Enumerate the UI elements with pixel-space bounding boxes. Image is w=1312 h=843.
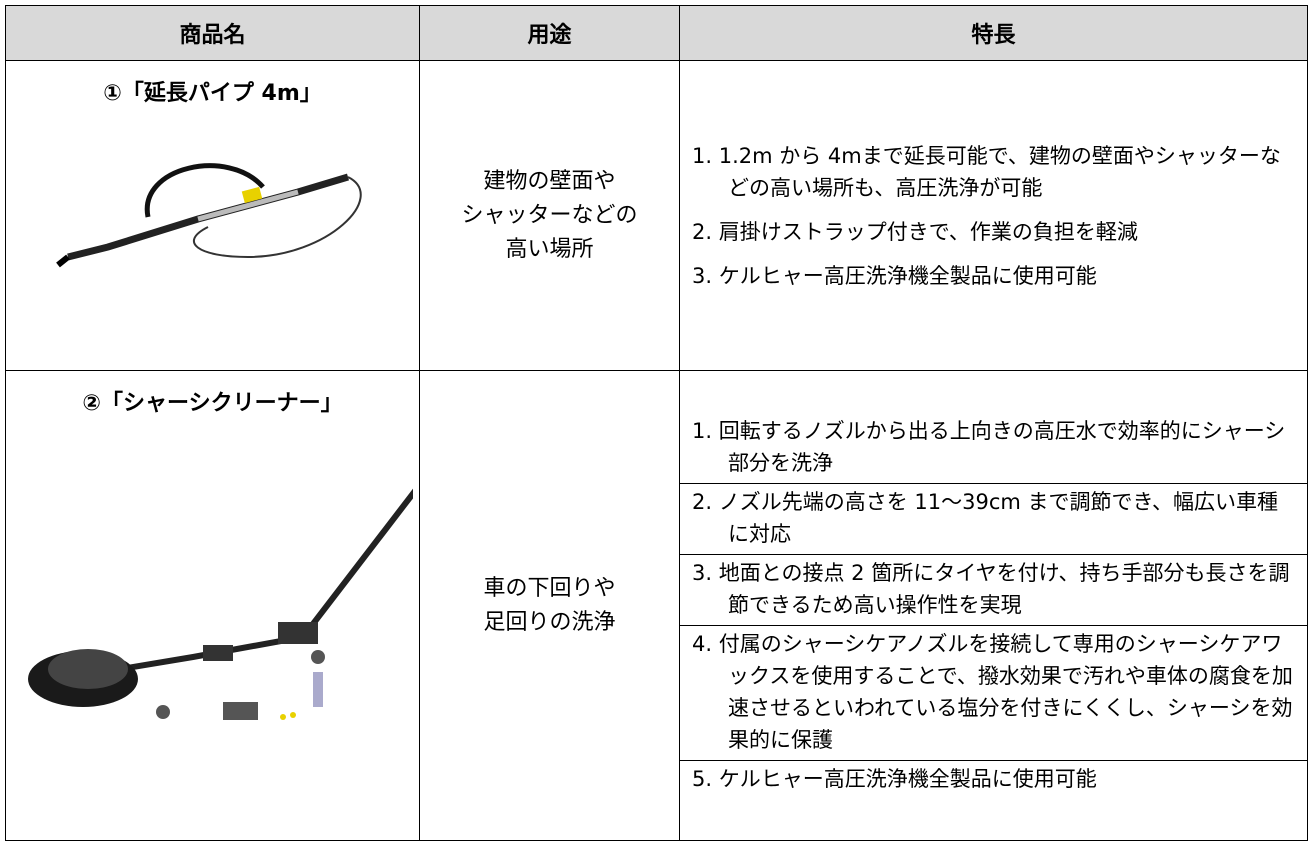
feature-item: 2. ノズル先端の高さを 11～39cm まで調節でき、幅広い車種に対応 bbox=[680, 482, 1307, 554]
use-line: シャッターなどの bbox=[461, 202, 638, 228]
feature-cell: 1. 1.2m から 4mまで延長可能で、建物の壁面やシャッターなどの高い場所も… bbox=[679, 60, 1308, 371]
use-line: 高い場所 bbox=[505, 236, 594, 262]
use-cell: 建物の壁面や シャッターなどの 高い場所 bbox=[419, 60, 680, 371]
use-line: 建物の壁面や bbox=[483, 168, 616, 194]
header-cell: 特長 bbox=[679, 5, 1308, 61]
use-cell: 車の下回りや 足回りの洗浄 bbox=[419, 370, 680, 841]
name-cell: ①「延長パイプ 4m」 bbox=[5, 60, 420, 371]
header-row: 商品名 用途 特長 bbox=[5, 5, 1308, 61]
product-image bbox=[55, 163, 362, 268]
feature-item: 2. 肩掛けストラップ付きで、作業の負担を軽減 bbox=[692, 219, 1138, 244]
feature-item: 1. 回転するノズルから出る上向きの高圧水で効率的にシャーシ部分を洗浄 bbox=[692, 418, 1286, 475]
use-line: 足回りの洗浄 bbox=[483, 609, 616, 635]
product-row: ②「シャーシクリーナー」 車の下回りや 足回りの洗浄 1. 回転するノズルから出る… bbox=[5, 370, 1308, 841]
header-cell: 商品名 bbox=[5, 5, 420, 61]
feature-item: 5. ケルヒャー高圧洗浄機全製品に使用可能 bbox=[680, 759, 1307, 799]
name-cell: ②「シャーシクリーナー」 bbox=[5, 370, 420, 841]
product-name: ②「シャーシクリーナー」 bbox=[82, 391, 343, 416]
product-image bbox=[27, 485, 420, 720]
header-cell: 用途 bbox=[419, 5, 680, 61]
feature-item: 3. 地面との接点 2 箇所にタイヤを付け、持ち手部分も長さを調節できるため高い… bbox=[680, 553, 1307, 625]
feature-item: 4. 付属のシャーシケアノズルを接続して専用のシャーシケアワックスを使用すること… bbox=[680, 624, 1307, 760]
feature-item: 3. ケルヒャー高圧洗浄機全製品に使用可能 bbox=[692, 263, 1097, 288]
use-line: 車の下回りや bbox=[483, 575, 616, 601]
product-row: ①「延長パイプ 4m」 建物の壁面や シャッターなどの 高い場所 1. 1.2m か… bbox=[5, 60, 1308, 371]
feature-cell: 1. 回転するノズルから出る上向きの高圧水で効率的にシャーシ部分を洗浄 2. ノズ… bbox=[679, 370, 1308, 841]
feature-item: 1. 1.2m から 4mまで延長可能で、建物の壁面やシャッターなどの高い場所も… bbox=[692, 143, 1281, 200]
product-name: ①「延長パイプ 4m」 bbox=[103, 81, 322, 106]
product-table: 商品名 用途 特長 ①「延長パイプ 4m」 建物の壁面や シャッターなどの 高い場所… bbox=[5, 5, 1308, 841]
